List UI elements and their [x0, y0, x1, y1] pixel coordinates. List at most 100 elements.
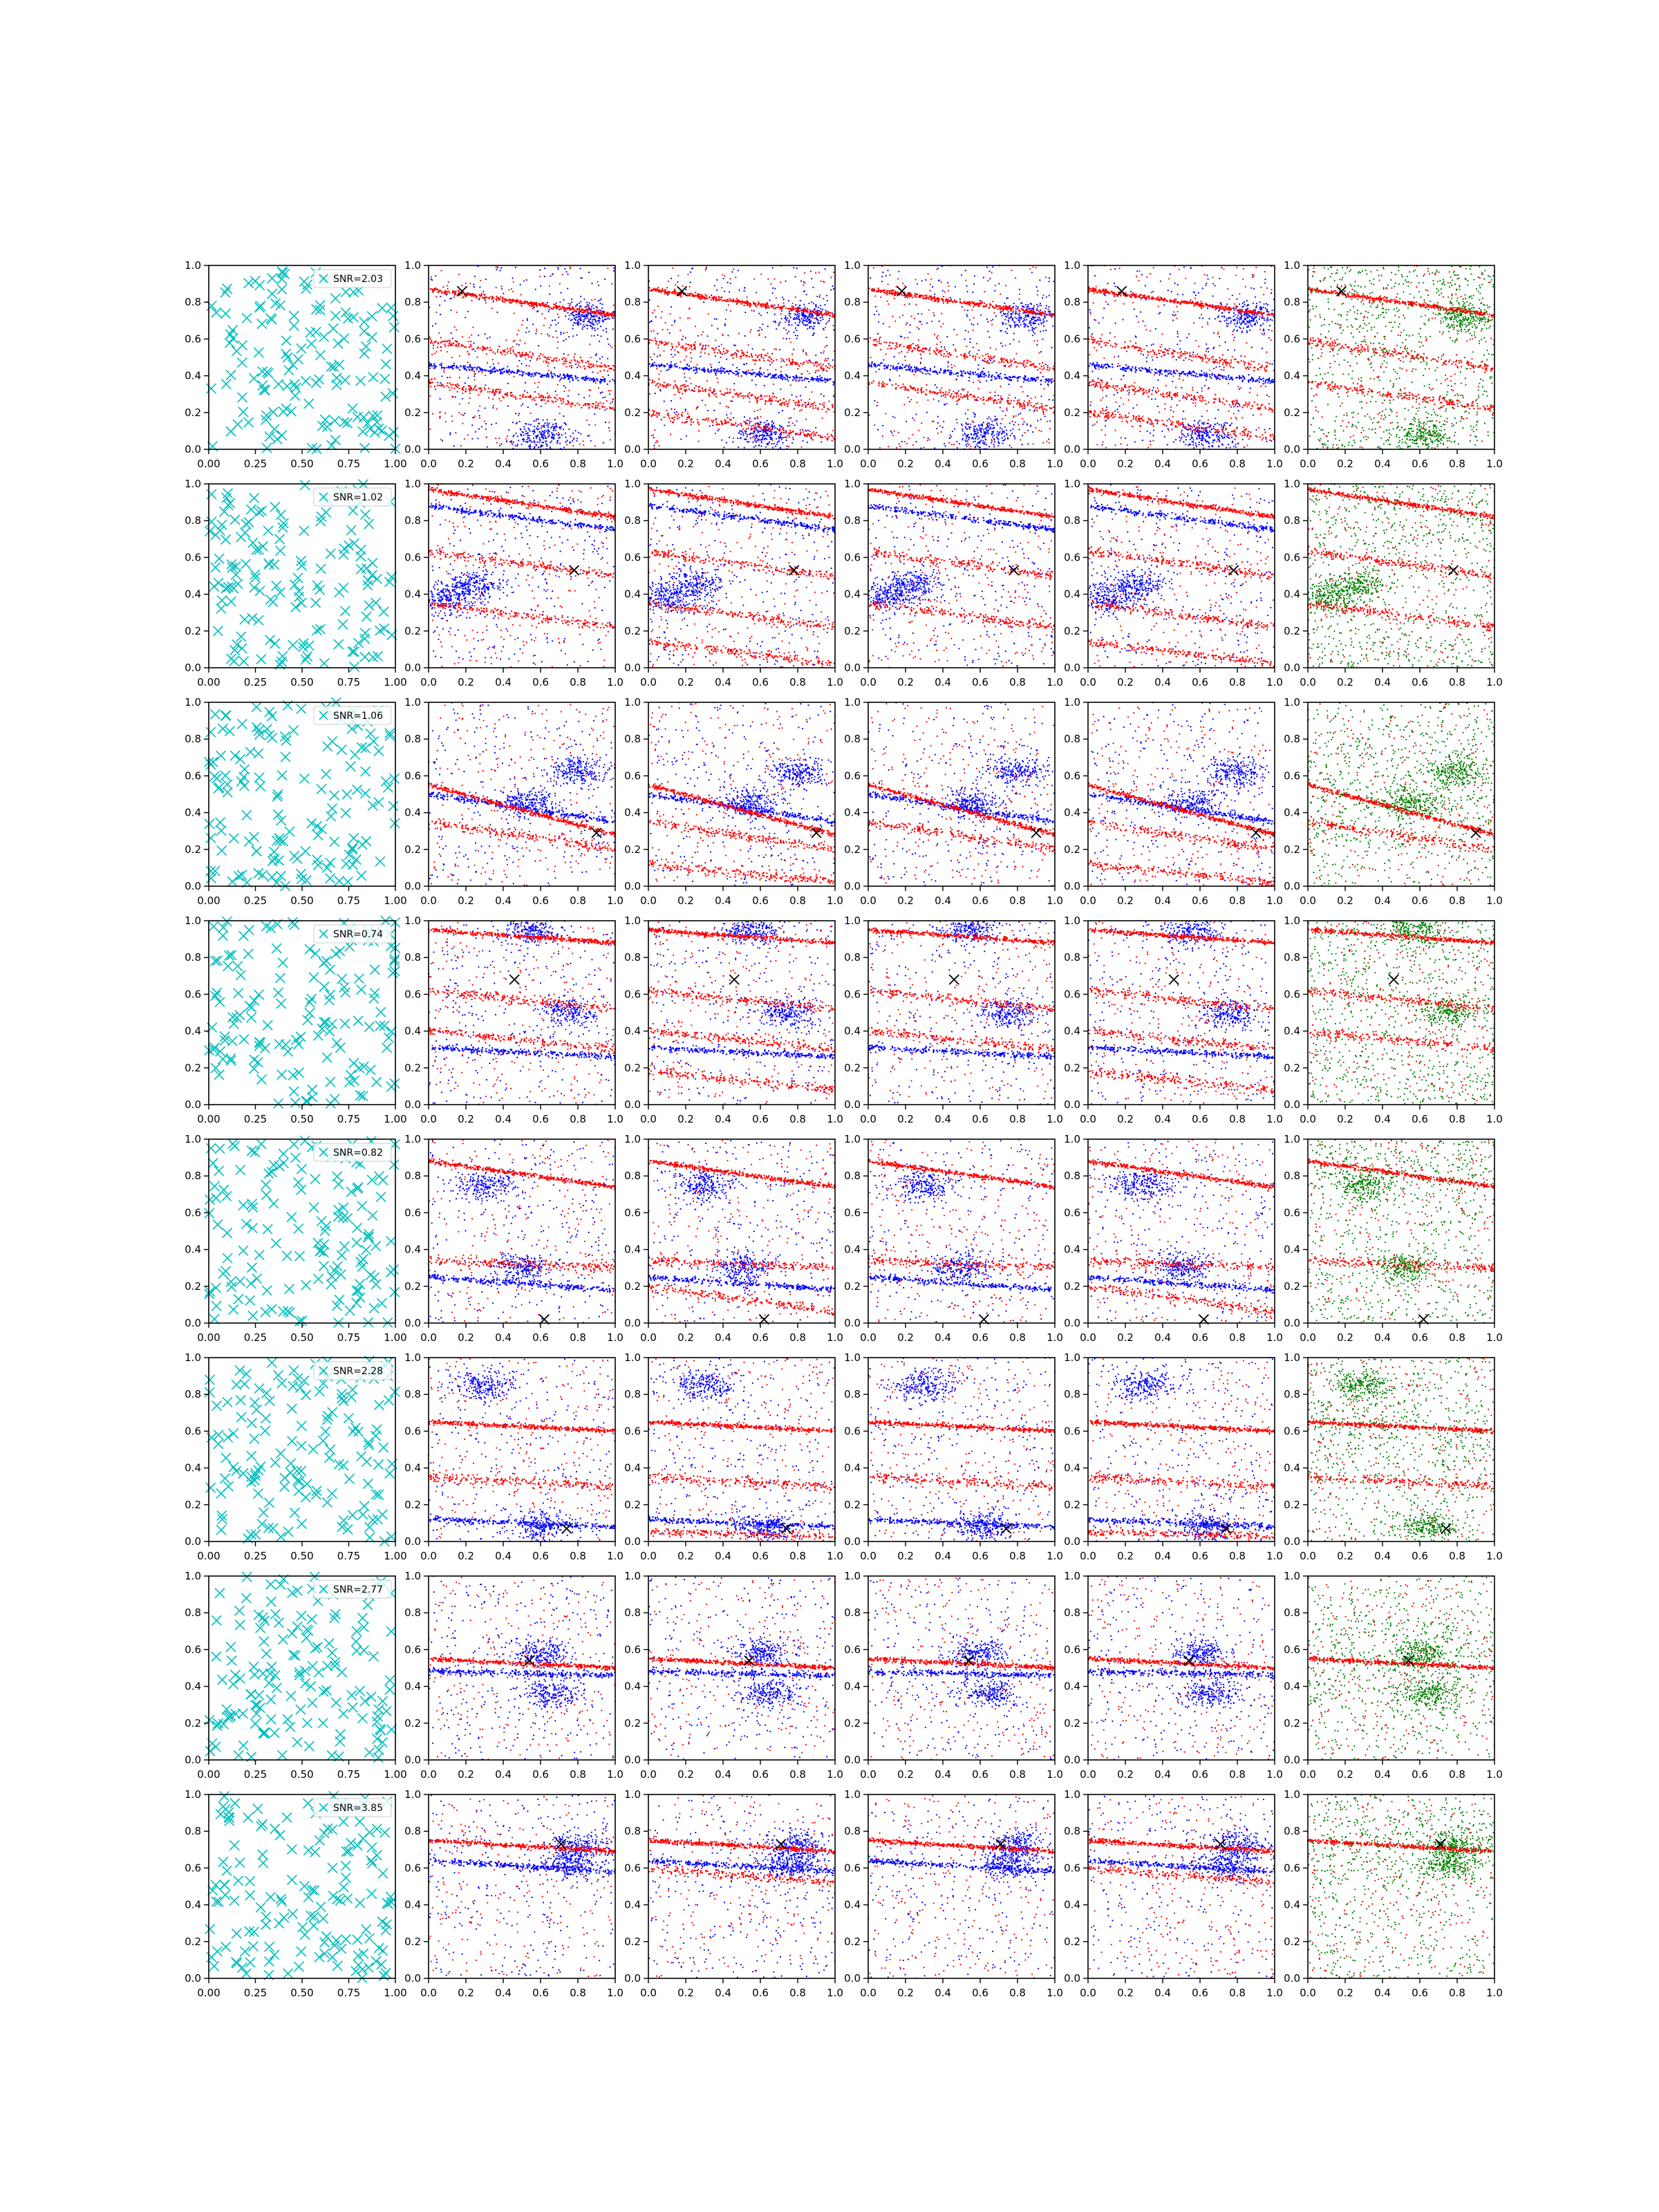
data-point [521, 405, 522, 406]
data-point [432, 325, 433, 326]
data-point [459, 369, 460, 371]
data-point [543, 438, 544, 440]
data-point [530, 413, 532, 414]
data-point [583, 299, 585, 300]
data-point [521, 435, 522, 436]
data-point [592, 304, 594, 306]
data-point [612, 402, 613, 403]
data-point [534, 426, 535, 427]
data-point [466, 369, 467, 371]
data-point [496, 442, 498, 443]
data-point [563, 385, 565, 386]
data-point [456, 329, 457, 330]
data-point [459, 403, 460, 404]
data-point [527, 406, 529, 408]
data-point [591, 335, 592, 337]
data-point [556, 433, 557, 435]
data-point [577, 314, 578, 315]
data-point [560, 332, 561, 333]
data-point [566, 444, 568, 445]
data-point [441, 375, 442, 377]
data-point [511, 440, 512, 442]
data-point [458, 367, 459, 368]
data-point [547, 429, 549, 431]
data-point [594, 328, 595, 329]
panel-r1-c1: 0.00 0.25 0.50 0.75 1.000.00.20.40.60.81.0SN… [185, 259, 407, 470]
data-point [525, 431, 527, 432]
data-point [430, 288, 431, 290]
data-point [563, 353, 565, 355]
data-point [557, 267, 559, 268]
data-point [521, 375, 523, 376]
data-point [548, 423, 550, 424]
data-point [482, 346, 483, 347]
data-point [553, 373, 554, 375]
data-point [476, 297, 477, 299]
data-point [545, 435, 546, 437]
data-point [509, 371, 510, 372]
data-point [469, 364, 471, 366]
x-tick-label: 0.00 [197, 458, 220, 470]
data-point [560, 292, 561, 293]
data-point [454, 326, 456, 328]
data-point [465, 368, 466, 370]
data-point [525, 358, 526, 359]
data-point [503, 371, 505, 372]
data-point [440, 270, 442, 271]
data-point [554, 319, 556, 321]
data-point [451, 415, 453, 417]
data-point [549, 434, 550, 435]
data-point [581, 315, 582, 317]
data-point [509, 441, 511, 442]
data-point [518, 301, 520, 303]
data-point [558, 268, 559, 270]
data-point [435, 289, 436, 290]
data-point [603, 312, 605, 313]
data-point [449, 298, 451, 299]
data-point [535, 444, 536, 445]
data-point [539, 276, 541, 277]
data-point [572, 335, 574, 337]
data-point [460, 365, 462, 366]
data-point [547, 302, 548, 303]
data-point [459, 355, 460, 357]
data-point [441, 292, 442, 294]
data-point [544, 375, 545, 376]
data-point [535, 420, 536, 422]
data-point [577, 335, 578, 336]
data-point [485, 429, 487, 430]
data-point [503, 292, 504, 294]
data-point [478, 410, 479, 411]
data-point [505, 339, 507, 341]
data-point [547, 422, 548, 424]
data-point [467, 434, 469, 435]
data-point [525, 423, 527, 424]
data-point [543, 325, 545, 326]
data-point [556, 337, 558, 338]
data-point [548, 435, 550, 437]
data-point [597, 324, 598, 325]
data-point [518, 344, 520, 346]
data-point [536, 418, 537, 420]
data-point [535, 289, 536, 290]
data-point [527, 318, 528, 319]
data-point [555, 324, 556, 326]
data-point [484, 369, 485, 371]
data-point [565, 310, 566, 311]
data-point [586, 324, 588, 326]
data-point [588, 424, 590, 425]
data-point [555, 391, 556, 392]
data-point [518, 413, 520, 414]
data-point [602, 376, 603, 377]
data-point [583, 315, 584, 317]
data-point [520, 433, 521, 435]
data-point [573, 310, 574, 312]
data-point [587, 435, 588, 437]
data-point [598, 313, 599, 315]
data-point [521, 324, 523, 326]
data-point [601, 315, 603, 317]
data-point [551, 432, 552, 433]
data-point [435, 323, 436, 324]
data-point [589, 312, 590, 314]
data-point [568, 307, 570, 308]
